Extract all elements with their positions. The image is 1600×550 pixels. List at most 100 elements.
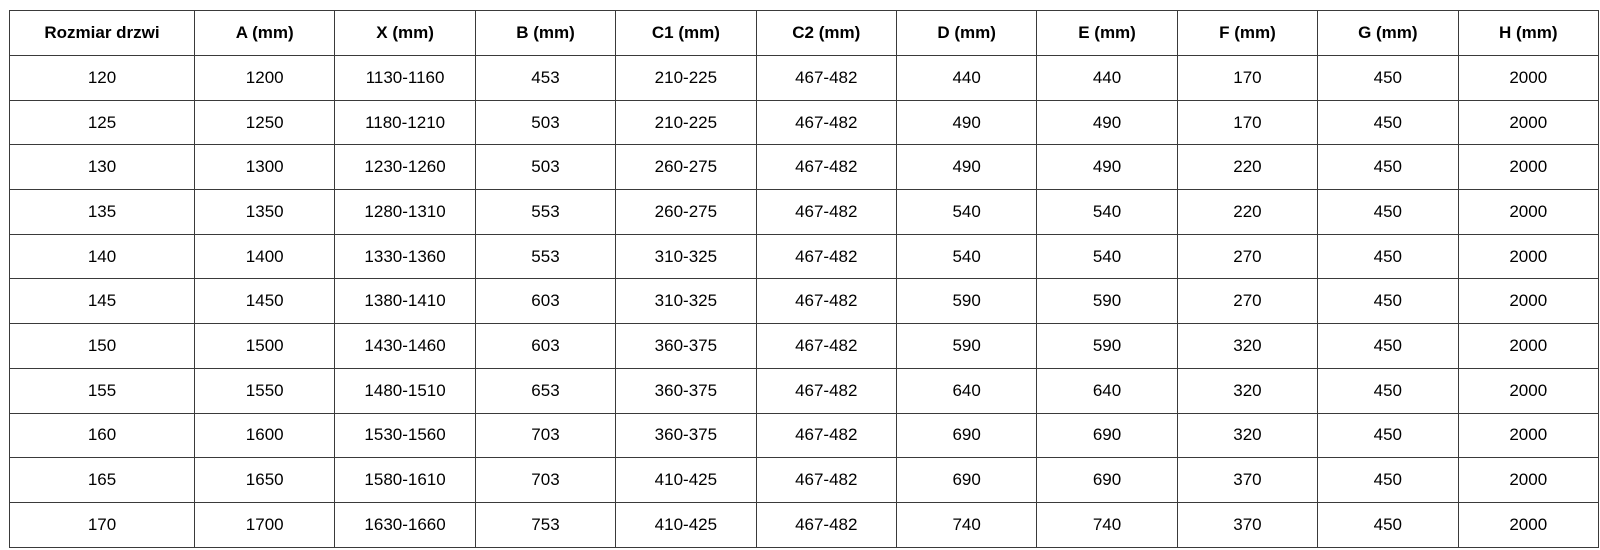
table-cell: 450: [1317, 367, 1459, 414]
table-cell: 1130-1160: [334, 55, 476, 101]
table-cell: 740: [895, 501, 1038, 548]
table-cell: 540: [895, 233, 1038, 280]
table-cell: 2000: [1457, 55, 1600, 101]
table-cell: 640: [895, 367, 1038, 414]
table-cell: 440: [1036, 55, 1178, 101]
table-cell: 1700: [193, 501, 336, 548]
column-header: E (mm): [1036, 10, 1178, 56]
table-cell: 2000: [1457, 278, 1600, 325]
table-cell: 320: [1176, 367, 1319, 414]
table-cell: 130: [9, 144, 195, 191]
table-cell: 370: [1176, 501, 1319, 548]
table-cell: 553: [474, 233, 617, 280]
table-cell: 270: [1176, 233, 1319, 280]
table-cell: 2000: [1457, 412, 1600, 459]
table-cell: 1650: [193, 457, 336, 503]
table-row: 135 1350 1280-1310 553 260-275 467-482 540 540 2…: [9, 189, 1600, 235]
table-cell: 1330-1360: [334, 233, 476, 280]
table-cell: 1300: [193, 144, 336, 191]
table-cell: 590: [1036, 323, 1178, 369]
table-cell: 370: [1176, 457, 1319, 503]
table-cell: 2000: [1457, 99, 1600, 146]
table-cell: 467-482: [755, 412, 897, 459]
column-header: C1 (mm): [615, 10, 757, 56]
table-cell: 360-375: [615, 367, 757, 414]
table-cell: 440: [895, 55, 1038, 101]
table-cell: 2000: [1457, 323, 1600, 369]
table-cell: 410-425: [615, 457, 757, 503]
table-cell: 270: [1176, 278, 1319, 325]
table-cell: 120: [9, 55, 195, 101]
table-row: 165 1650 1580-1610 703 410-425 467-482 690 690 3…: [9, 457, 1600, 503]
table-cell: 503: [474, 144, 617, 191]
table-cell: 310-325: [615, 278, 757, 325]
table-cell: 467-482: [755, 189, 897, 235]
table-cell: 1350: [193, 189, 336, 235]
table-cell: 2000: [1457, 457, 1600, 503]
table-cell: 450: [1317, 144, 1459, 191]
table-cell: 210-225: [615, 55, 757, 101]
table-cell: 160: [9, 412, 195, 459]
table-cell: 170: [1176, 55, 1319, 101]
table-cell: 145: [9, 278, 195, 325]
column-header: D (mm): [895, 10, 1038, 56]
table-cell: 450: [1317, 233, 1459, 280]
table-cell: 135: [9, 189, 195, 235]
table-cell: 220: [1176, 144, 1319, 191]
table-cell: 703: [474, 457, 617, 503]
table-cell: 1280-1310: [334, 189, 476, 235]
table-row: 125 1250 1180-1210 503 210-225 467-482 490 490 1…: [9, 99, 1600, 146]
table-row: 150 1500 1430-1460 603 360-375 467-482 590 590 3…: [9, 323, 1600, 369]
table-cell: 740: [1036, 501, 1178, 548]
table-cell: 1630-1660: [334, 501, 476, 548]
table-cell: 2000: [1457, 144, 1600, 191]
table-cell: 690: [1036, 412, 1178, 459]
table-row: 155 1550 1480-1510 653 360-375 467-482 640 640 3…: [9, 367, 1600, 414]
table-cell: 2000: [1457, 367, 1600, 414]
table-row: 140 1400 1330-1360 553 310-325 467-482 540 540 2…: [9, 233, 1600, 280]
table-cell: 450: [1317, 55, 1459, 101]
table-cell: 1180-1210: [334, 99, 476, 146]
table-cell: 170: [9, 501, 195, 548]
table-cell: 450: [1317, 189, 1459, 235]
table-cell: 490: [1036, 99, 1178, 146]
column-header: B (mm): [474, 10, 617, 56]
table-cell: 220: [1176, 189, 1319, 235]
table-cell: 2000: [1457, 189, 1600, 235]
table-cell: 590: [895, 278, 1038, 325]
column-header: H (mm): [1457, 10, 1600, 56]
table-cell: 553: [474, 189, 617, 235]
table-cell: 490: [1036, 144, 1178, 191]
table-cell: 467-482: [755, 99, 897, 146]
table-cell: 450: [1317, 457, 1459, 503]
column-header: C2 (mm): [755, 10, 897, 56]
column-header: X (mm): [334, 10, 476, 56]
table-cell: 590: [1036, 278, 1178, 325]
table-cell: 603: [474, 323, 617, 369]
table-cell: 653: [474, 367, 617, 414]
table-cell: 450: [1317, 99, 1459, 146]
table-cell: 467-482: [755, 278, 897, 325]
table-row: 130 1300 1230-1260 503 260-275 467-482 490 490 2…: [9, 144, 1600, 191]
table-cell: 260-275: [615, 144, 757, 191]
table-cell: 360-375: [615, 323, 757, 369]
table-cell: 450: [1317, 323, 1459, 369]
table-cell: 690: [895, 457, 1038, 503]
table-cell: 503: [474, 99, 617, 146]
column-header: Rozmiar drzwi: [9, 10, 195, 56]
table-cell: 690: [895, 412, 1038, 459]
table-cell: 1550: [193, 367, 336, 414]
table-row: 160 1600 1530-1560 703 360-375 467-482 690 690 3…: [9, 412, 1600, 459]
table-cell: 1480-1510: [334, 367, 476, 414]
table-cell: 1230-1260: [334, 144, 476, 191]
table-cell: 490: [895, 99, 1038, 146]
table-cell: 640: [1036, 367, 1178, 414]
table-cell: 165: [9, 457, 195, 503]
table-cell: 1600: [193, 412, 336, 459]
table-cell: 467-482: [755, 144, 897, 191]
table-cell: 467-482: [755, 501, 897, 548]
table-cell: 1250: [193, 99, 336, 146]
header-row: Rozmiar drzwi A (mm) X (mm) B (mm) C1 (mm) C2…: [9, 10, 1600, 56]
table-cell: 453: [474, 55, 617, 101]
table-row: 120 1200 1130-1160 453 210-225 467-482 440 440 1…: [9, 55, 1600, 101]
